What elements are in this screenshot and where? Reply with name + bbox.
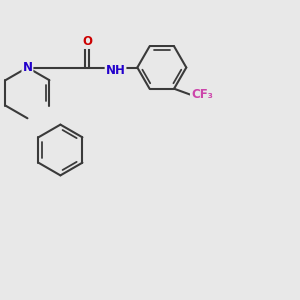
Text: N: N bbox=[22, 61, 32, 74]
Text: CF₃: CF₃ bbox=[191, 88, 213, 101]
Text: NH: NH bbox=[106, 64, 125, 77]
Text: O: O bbox=[82, 35, 92, 48]
